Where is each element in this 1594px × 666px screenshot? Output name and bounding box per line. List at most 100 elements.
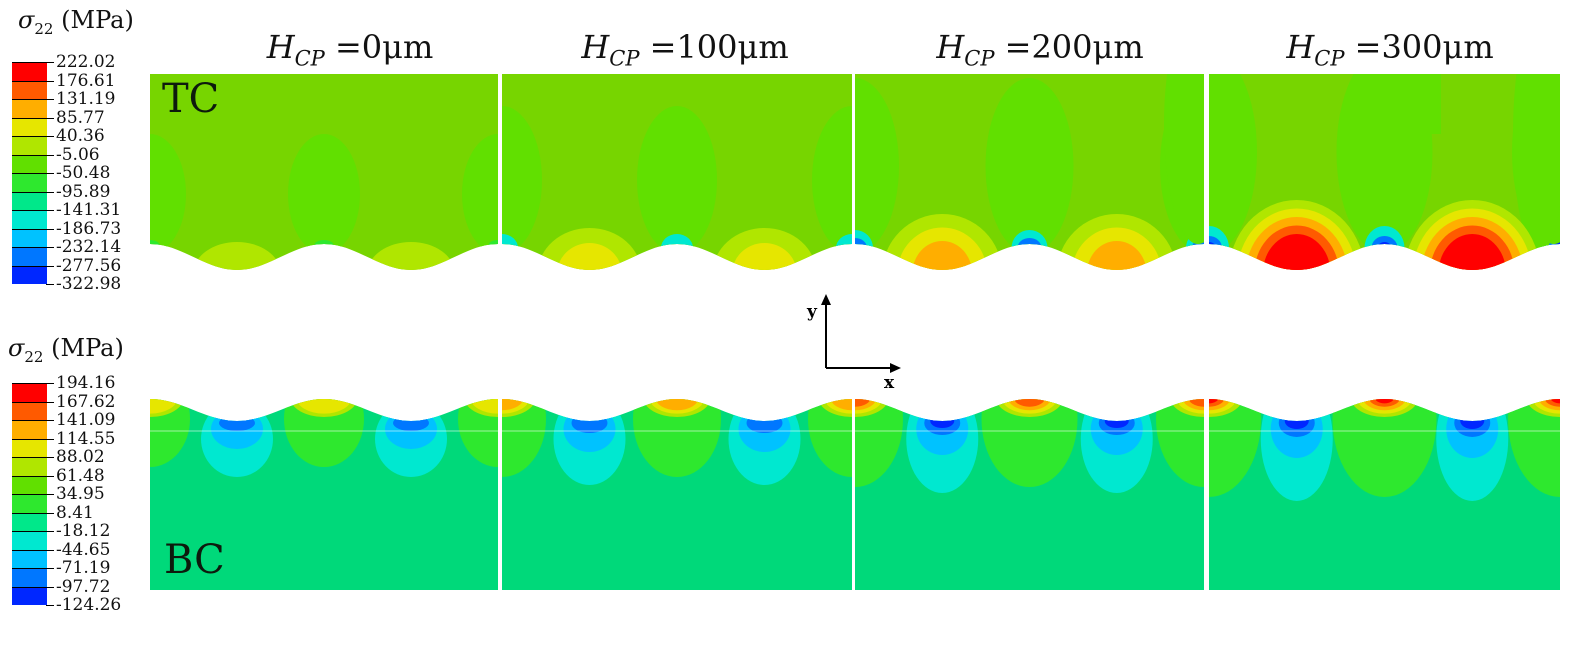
colorbar-swatch (12, 154, 47, 173)
bc-tensile-cap (502, 399, 524, 411)
bc-green-shadow (502, 399, 546, 477)
colorbar-tick (46, 549, 54, 551)
colorbar-tick (46, 568, 54, 569)
legend-top-colorbar: 222.02 176.61 131.19 85.77 40.36 -5.06 -50.48-… (0, 54, 160, 327)
bc-compressive-inner (219, 415, 255, 431)
colorbar-swatch (12, 136, 47, 155)
tc-panel-1 (502, 74, 852, 270)
colorbar-tick (46, 228, 54, 230)
tc-tensile-lobe (897, 227, 988, 270)
colorbar-swatch (12, 420, 47, 439)
colorbar-tick-label: 167.62 (56, 391, 116, 412)
bc-tensile-cap (1550, 399, 1560, 404)
colorbar-swatch (12, 62, 47, 81)
colorbar-tick (46, 586, 54, 588)
colorbar-swatch (12, 228, 47, 247)
legend-top-title: σ22 (MPa) (18, 6, 134, 38)
colorbar-tick (46, 62, 54, 63)
colorbar-tick (46, 494, 54, 495)
colorbar-tick (46, 383, 54, 384)
y-axis-label: y (806, 302, 818, 322)
tc-tensile-lobe (537, 228, 642, 270)
bc-green-shadow (1209, 399, 1261, 497)
tc-compressive-oval (812, 106, 852, 254)
colorbar-swatch (12, 80, 47, 99)
xy-axis-indicator: y x (806, 294, 901, 393)
colorbar-tick-label: 114.55 (56, 428, 116, 449)
x-axis-label: x (884, 373, 895, 393)
tc-panel-content (855, 74, 1204, 270)
column-title-h100: HCP =100μm (581, 28, 789, 71)
bc-compressive-inner (571, 413, 608, 433)
colorbar-tick-label: 176.61 (56, 70, 116, 91)
tc-panel-0 (150, 74, 498, 270)
bc-green-shadow (1508, 399, 1560, 497)
tc-peak-core-inner (1371, 236, 1398, 260)
legend-bottom-title: σ22 (MPa) (8, 334, 124, 366)
tc-tensile-lobe (912, 241, 973, 270)
tc-compressive-oval (637, 106, 717, 254)
tc-panel-2 (855, 74, 1204, 270)
tc-panel-content (1209, 74, 1560, 270)
bc-panel-3 (1209, 399, 1560, 590)
tc-tensile-lobe (1271, 242, 1323, 270)
colorbar-swatch (12, 438, 47, 457)
bc-panel-1 (502, 399, 852, 590)
colorbar-tick (46, 136, 54, 137)
bc-green-shadow (1156, 399, 1204, 487)
bc-green-shadow (808, 399, 852, 477)
tc-compressive-oval (1209, 74, 1257, 254)
row-label-tc: TC (162, 76, 220, 122)
bc-compressive-core (1460, 413, 1485, 429)
colorbar-tick (46, 173, 54, 174)
colorbar-tick-label: -44.65 (56, 539, 111, 560)
colorbar-tick (46, 605, 54, 606)
bc-tensile-cap (655, 399, 699, 411)
bc-tensile-cap (1544, 399, 1560, 407)
colorbar-tick-label: 61.48 (56, 465, 105, 486)
bc-green-shadow (150, 399, 190, 467)
colorbar-tick-label: 85.77 (56, 107, 105, 128)
colorbar-tick (46, 512, 54, 514)
bc-tensile-cap (1209, 399, 1225, 407)
bc-tensile-cap (855, 399, 871, 407)
tc-top-band (1381, 74, 1441, 134)
bc-tensile-cap (1013, 399, 1046, 407)
colorbar-swatch (12, 568, 47, 587)
bc-tensile-cap (296, 399, 352, 414)
colorbar-tick-label: 131.19 (56, 89, 116, 109)
colorbar-tick-label: 194.16 (56, 373, 116, 393)
tc-tensile-lobe (557, 243, 622, 270)
tc-tensile-lobe (1071, 227, 1162, 270)
bc-tensile-cap (1368, 399, 1401, 407)
tc-compressive-oval (150, 134, 186, 254)
colorbar-swatch (12, 117, 47, 136)
colorbar-tick-label: -18.12 (56, 521, 111, 541)
colorbar-swatch (12, 173, 47, 192)
tc-tensile-lobe (193, 242, 281, 270)
colorbar-tick (46, 99, 54, 100)
colorbar-tick (46, 117, 54, 119)
colorbar-tick-label: 222.02 (56, 52, 116, 72)
bc-tensile-cap (1374, 399, 1395, 404)
colorbar-tick (46, 457, 54, 458)
column-title-h200: HCP =200μm (936, 28, 1144, 71)
colorbar-tick (46, 401, 54, 403)
tc-compressive-oval (855, 78, 899, 254)
colorbar-swatch (12, 494, 47, 513)
tc-panel-content (502, 74, 852, 270)
tc-tensile-lobe (367, 242, 455, 270)
colorbar-tick-label: -124.26 (56, 595, 122, 615)
colorbar-tick-label: -141.31 (56, 200, 122, 220)
legend-bottom-colorbar: 194.16 167.62 141.09 114.55 88.02 61.48 34.95 8… (0, 375, 160, 648)
colorbar-tick-label: 40.36 (56, 126, 105, 146)
bc-green-shadow (855, 399, 903, 487)
tc-peak-core (150, 240, 160, 252)
tc-panel-content (150, 74, 498, 270)
tc-peak-core (1364, 226, 1405, 270)
colorbar-swatch (12, 457, 47, 476)
bc-compressive-inner (746, 413, 783, 433)
colorbar-swatch (12, 586, 47, 605)
bc-panel-content (502, 399, 852, 590)
colorbar-tick (46, 475, 54, 477)
